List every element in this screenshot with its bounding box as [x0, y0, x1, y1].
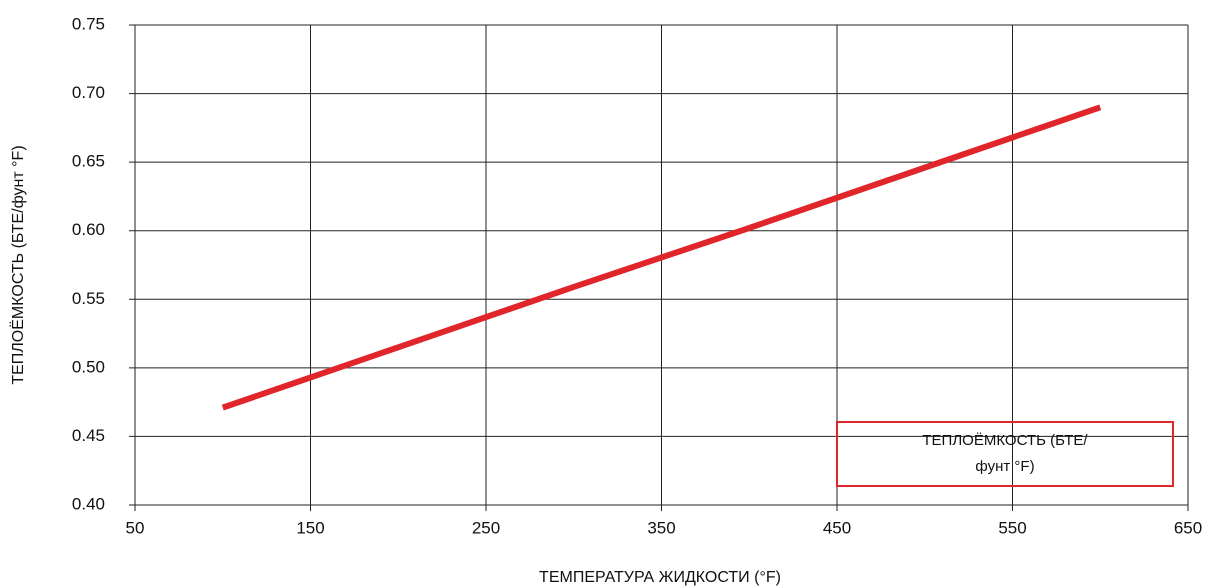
x-axis-label: ТЕМПЕРАТУРА ЖИДКОСТИ (°F)	[539, 569, 781, 586]
y-tick-label: 0.60	[72, 220, 105, 239]
legend: ТЕПЛОЁМКОСТЬ (БТЕ/фунт °F)	[836, 421, 1174, 487]
data-line	[221, 104, 1102, 411]
y-tick-label: 0.75	[72, 14, 105, 33]
y-tick-label: 0.70	[72, 83, 105, 102]
y-tick-label: 0.55	[72, 289, 105, 308]
x-tick-label: 650	[1174, 518, 1202, 537]
x-tick-label: 150	[296, 518, 324, 537]
y-axis-label: ТЕПЛОЁМКОСТЬ (БТЕ/фунт °F)	[9, 145, 27, 384]
y-tick-label: 0.45	[72, 426, 105, 445]
y-tick-label: 0.65	[72, 152, 105, 171]
y-tick-label: 0.40	[72, 494, 105, 513]
y-tick-label: 0.50	[72, 357, 105, 376]
x-tick-label: 450	[823, 518, 851, 537]
legend-label: ТЕПЛОЁМКОСТЬ (БТЕ/фунт °F)	[922, 432, 1088, 475]
x-tick-label: 550	[998, 518, 1026, 537]
x-tick-label: 50	[126, 518, 145, 537]
x-tick-label: 350	[647, 518, 675, 537]
x-tick-label: 250	[472, 518, 500, 537]
